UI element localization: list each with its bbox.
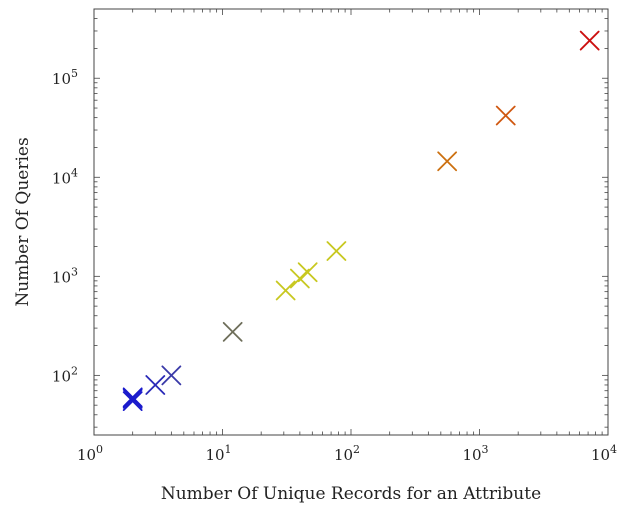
x-tick-label: 103 xyxy=(462,443,488,464)
data-point xyxy=(437,151,458,172)
data-point xyxy=(275,280,296,301)
data-point-stroke xyxy=(579,30,600,51)
data-point xyxy=(495,105,516,126)
data-point xyxy=(122,388,143,409)
data-point-stroke xyxy=(122,388,143,409)
data-point xyxy=(289,268,310,289)
data-point-stroke xyxy=(289,268,310,289)
axis-ticks xyxy=(93,8,609,435)
data-point xyxy=(145,375,166,395)
x-tick-label: 104 xyxy=(591,443,617,464)
x-tick-label: 102 xyxy=(334,443,360,464)
y-tick-label: 102 xyxy=(52,364,78,385)
data-point-stroke xyxy=(122,387,143,408)
data-point-stroke xyxy=(122,391,143,411)
data-point-stroke xyxy=(437,151,458,172)
x-tick-label: 101 xyxy=(205,443,231,464)
y-tick-label: 105 xyxy=(52,67,78,88)
data-point-stroke xyxy=(495,105,516,126)
x-axis-title: Number Of Unique Records for an Attribut… xyxy=(161,484,541,504)
data-points xyxy=(122,30,600,411)
y-tick-label: 104 xyxy=(52,166,78,187)
data-point-stroke xyxy=(161,365,182,386)
data-point xyxy=(579,30,600,51)
data-point-stroke xyxy=(222,321,243,342)
data-point xyxy=(161,365,182,386)
y-tick-labels: 102 103 104 105 xyxy=(52,67,78,385)
plot-frame xyxy=(93,8,609,436)
data-point xyxy=(326,241,347,261)
data-point xyxy=(122,391,143,411)
data-point xyxy=(297,262,318,283)
y-axis-title: Number Of Queries xyxy=(13,137,33,306)
y-tick-label: 103 xyxy=(52,265,78,286)
data-point-stroke xyxy=(275,280,296,301)
x-tick-label: 100 xyxy=(77,443,103,464)
data-point xyxy=(222,321,243,342)
data-point xyxy=(122,387,143,408)
x-tick-labels: 100 101 102 103 104 xyxy=(77,443,617,464)
data-point-stroke xyxy=(145,375,166,395)
data-point-stroke xyxy=(326,241,347,261)
data-point-stroke xyxy=(297,262,318,283)
